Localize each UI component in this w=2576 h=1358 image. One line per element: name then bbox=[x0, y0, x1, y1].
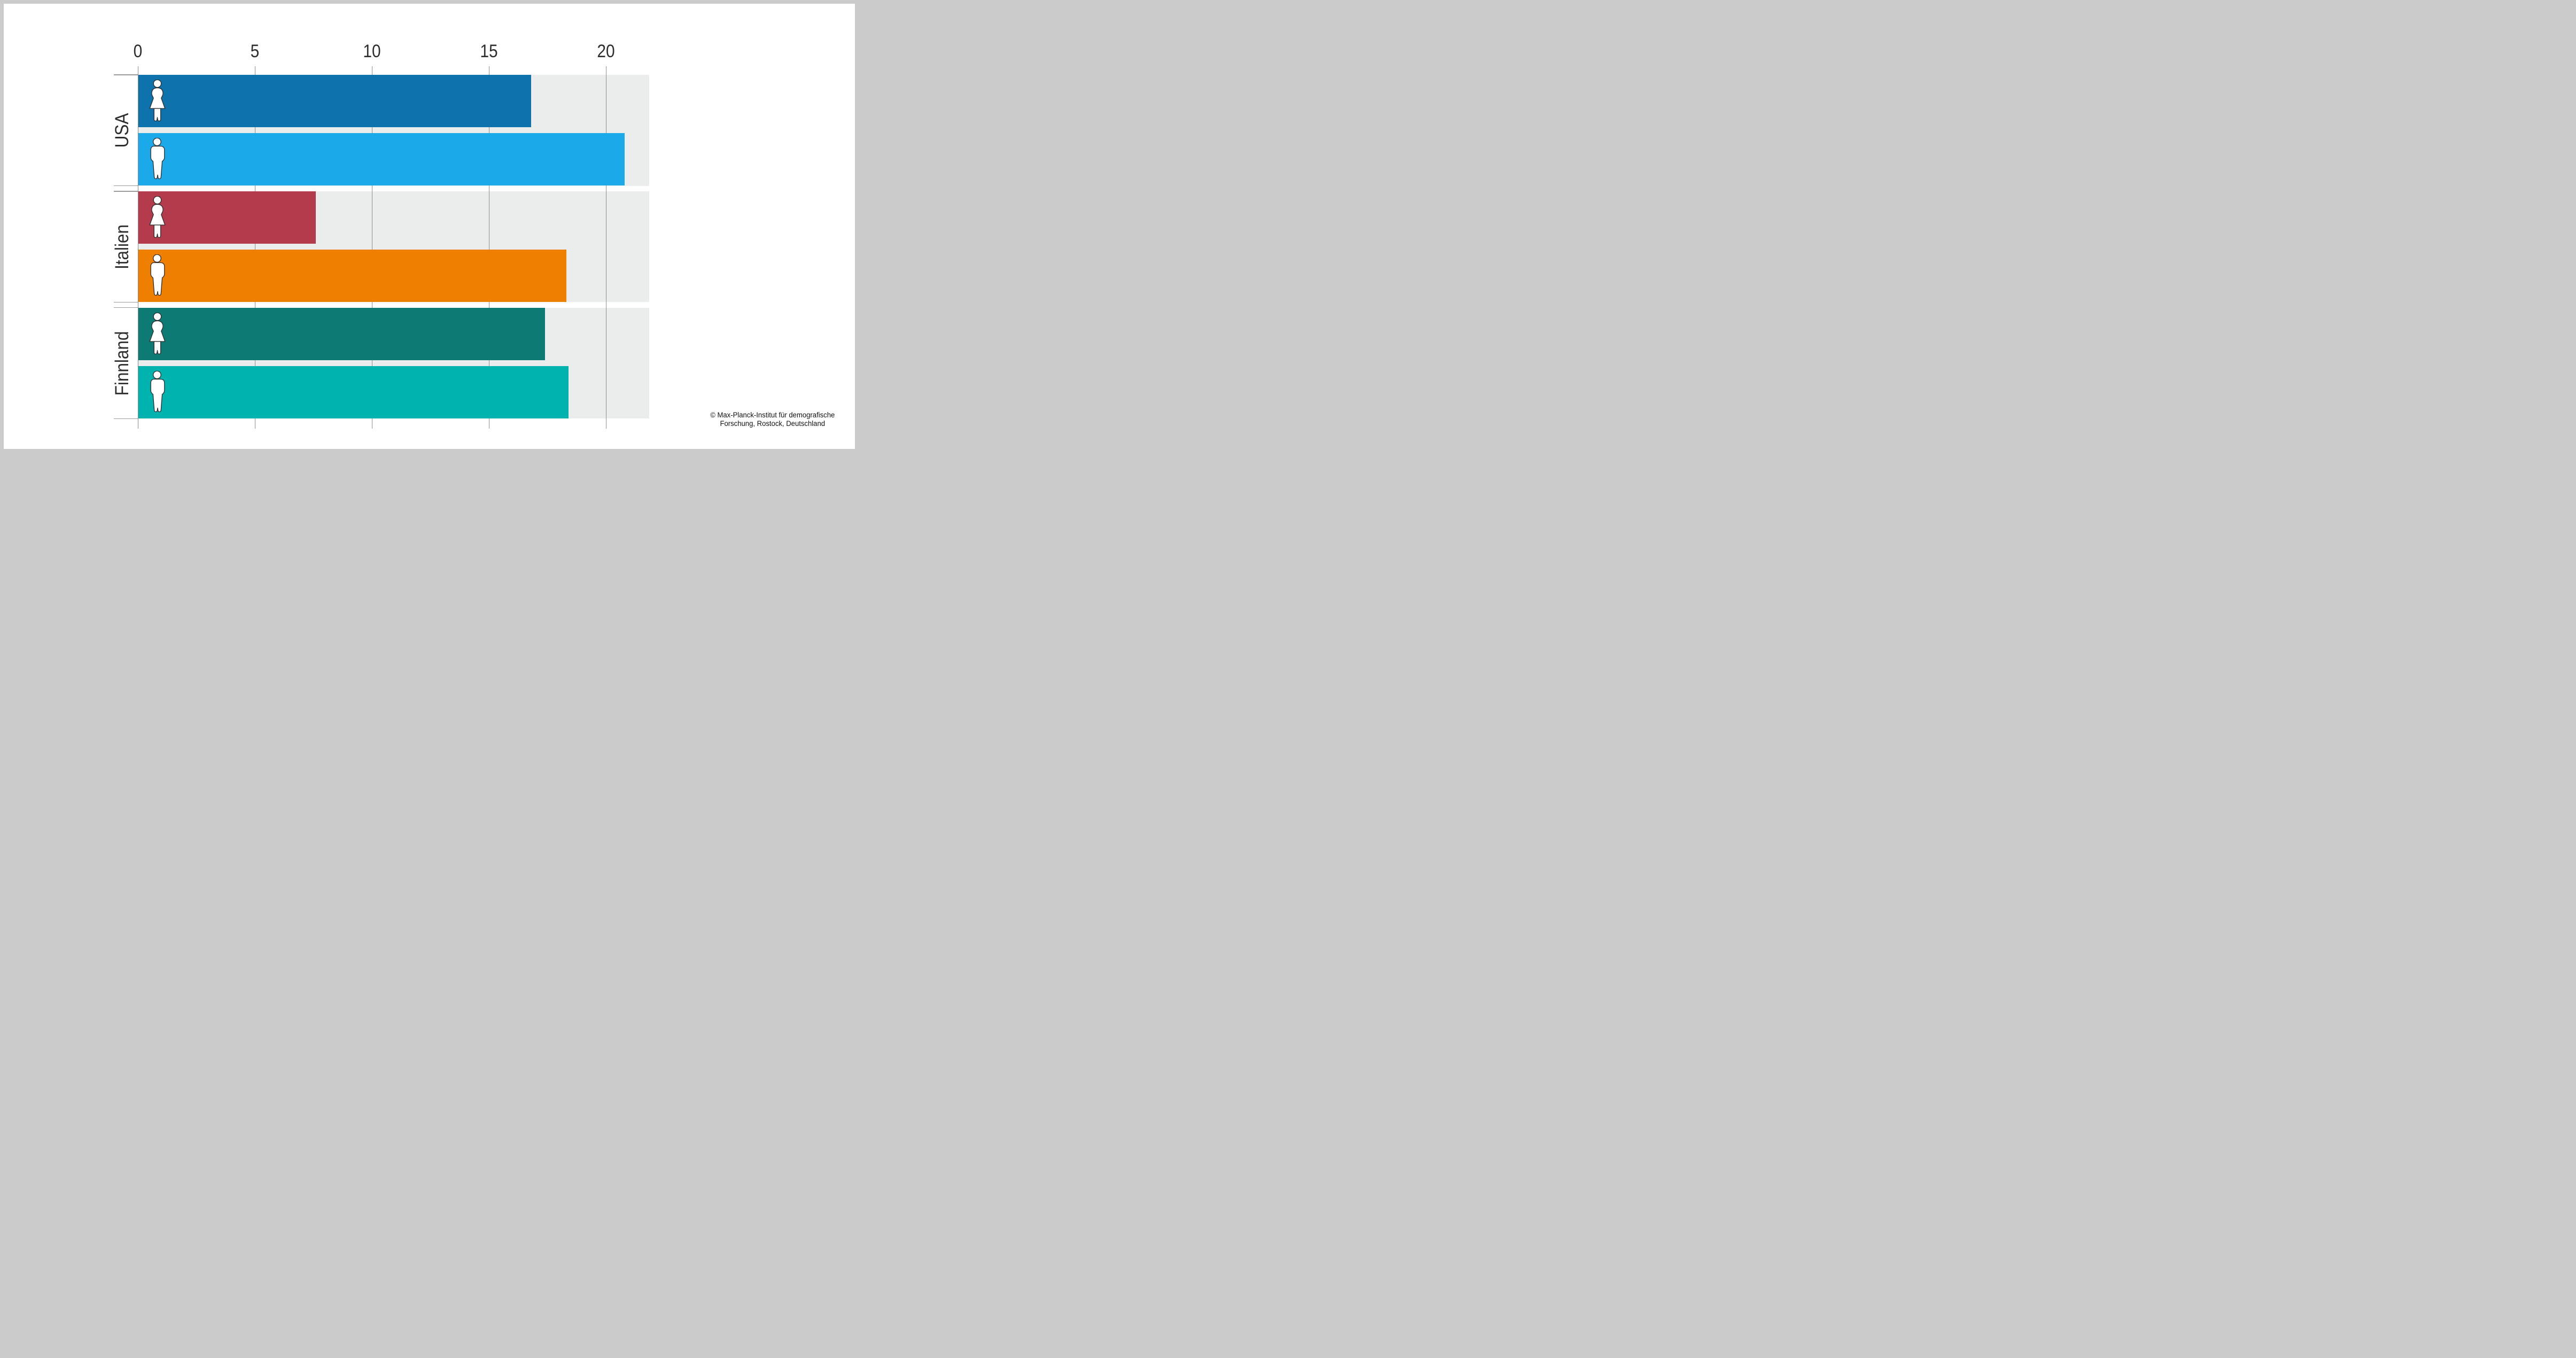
man-icon bbox=[150, 138, 165, 180]
x-axis-tick-label-5: 5 bbox=[250, 41, 260, 61]
x-axis-tick-label-20: 20 bbox=[597, 41, 615, 61]
credit-line-1: © Max-Planck-Institut für demografische bbox=[710, 411, 835, 419]
category-label-italien: Italien bbox=[111, 224, 133, 269]
woman-icon bbox=[149, 80, 166, 122]
bar-finnland-women bbox=[138, 307, 546, 360]
category-label-usa: USA bbox=[111, 113, 133, 148]
man-icon bbox=[150, 371, 165, 413]
x-axis-tick-label-15: 15 bbox=[480, 41, 498, 61]
category-tick-finnland-bottom bbox=[114, 418, 138, 419]
page: USA Italien Finnland bbox=[0, 0, 859, 453]
category-tick-usa-top bbox=[114, 74, 138, 75]
bar-italien-men bbox=[138, 250, 566, 302]
category-label-finnland: Finnland bbox=[111, 331, 133, 395]
category-tick-finnland-top bbox=[114, 307, 138, 308]
credit-text: © Max-Planck-Institut für demografische … bbox=[710, 411, 835, 428]
category-tick-usa-bottom bbox=[114, 185, 138, 187]
x-axis-tick-label-10: 10 bbox=[363, 41, 381, 61]
woman-icon bbox=[149, 196, 166, 238]
man-icon bbox=[150, 254, 165, 296]
x-axis-tick-label-0: 0 bbox=[133, 41, 143, 61]
bar-finnland-men bbox=[138, 366, 569, 419]
bar-italien-women bbox=[138, 191, 316, 244]
bar-usa-women bbox=[138, 75, 532, 127]
chart-area: USA Italien Finnland bbox=[0, 0, 859, 453]
woman-icon bbox=[149, 312, 166, 354]
bar-usa-men bbox=[138, 133, 625, 186]
credit-line-2: Forschung, Rostock, Deutschland bbox=[720, 419, 825, 428]
